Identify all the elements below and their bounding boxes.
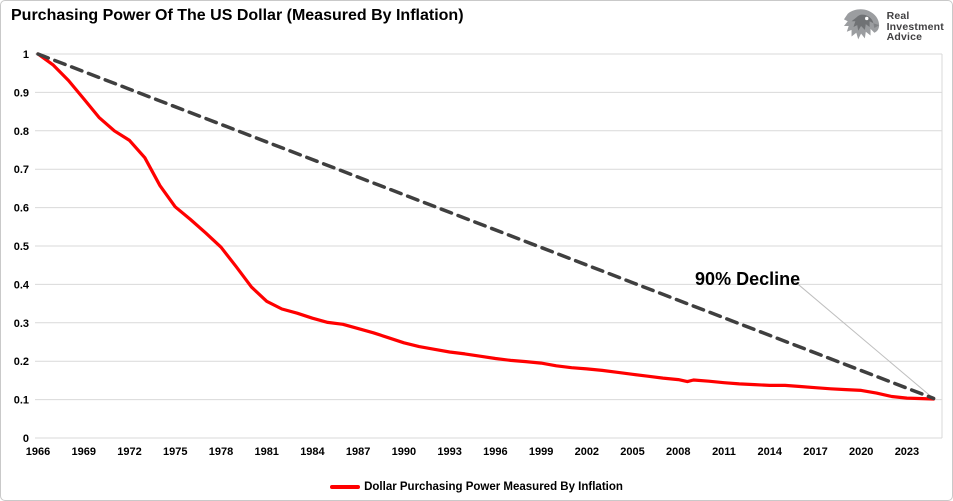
- x-tick-label: 1978: [209, 446, 233, 458]
- annotation-leader-line: [793, 280, 934, 399]
- x-tick-label: 1966: [26, 446, 50, 458]
- legend-label: Dollar Purchasing Power Measured By Infl…: [364, 481, 623, 493]
- x-tick-label: 2008: [666, 446, 690, 458]
- x-tick-label: 1990: [392, 446, 416, 458]
- brand-logo-line: Advice: [886, 31, 923, 44]
- y-tick-label: 0.7: [14, 164, 29, 176]
- y-tick-label: 0.9: [14, 87, 29, 99]
- y-tick-label: 0.1: [14, 395, 29, 407]
- chart-title: Purchasing Power Of The US Dollar (Measu…: [11, 7, 464, 24]
- dollar-purchasing-power-line: [36, 52, 936, 401]
- x-tick-label: 1984: [300, 446, 325, 458]
- annotation-90-percent-decline: 90% Decline: [695, 269, 801, 290]
- y-tick-label: 0.5: [14, 241, 29, 253]
- x-tick-label: 1981: [254, 446, 278, 458]
- y-tick-label: 0.8: [14, 126, 29, 138]
- x-tick-label: 2017: [803, 446, 827, 458]
- legend: Dollar Purchasing Power Measured By Infl…: [1, 481, 952, 493]
- x-tick-label: 1993: [437, 446, 461, 458]
- legend-line-swatch: [330, 485, 361, 489]
- x-tick-label: 2002: [575, 446, 599, 458]
- x-tick-label: 1996: [483, 446, 507, 458]
- y-tick-label: 0.6: [14, 203, 29, 215]
- brand-logo: Real Investment Advice: [841, 8, 944, 46]
- y-tick-label: 0: [23, 433, 29, 445]
- y-tick-label: 0.4: [14, 279, 30, 291]
- y-tick-label: 1: [23, 49, 29, 61]
- brand-logo-line: Investment: [886, 20, 944, 33]
- x-tick-label: 2014: [758, 446, 783, 458]
- x-tick-label: 1975: [163, 446, 187, 458]
- brand-logo-line: Real: [886, 9, 910, 22]
- x-tick-label: 1987: [346, 446, 370, 458]
- x-tick-label: 2011: [712, 446, 736, 458]
- x-tick-label: 2020: [849, 446, 873, 458]
- x-tick-label: 2023: [895, 446, 919, 458]
- x-tick-label: 1999: [529, 446, 553, 458]
- x-tick-label: 1972: [117, 446, 141, 458]
- y-tick-label: 0.3: [14, 318, 29, 330]
- y-tick-label: 0.2: [14, 356, 29, 368]
- x-tick-label: 2005: [620, 446, 644, 458]
- 90-percent-decline-trend-line: [36, 52, 936, 401]
- x-tick-label: 1969: [72, 446, 96, 458]
- brand-logo-text: Real Investment Advice: [887, 11, 944, 43]
- eagle-icon: [843, 9, 879, 40]
